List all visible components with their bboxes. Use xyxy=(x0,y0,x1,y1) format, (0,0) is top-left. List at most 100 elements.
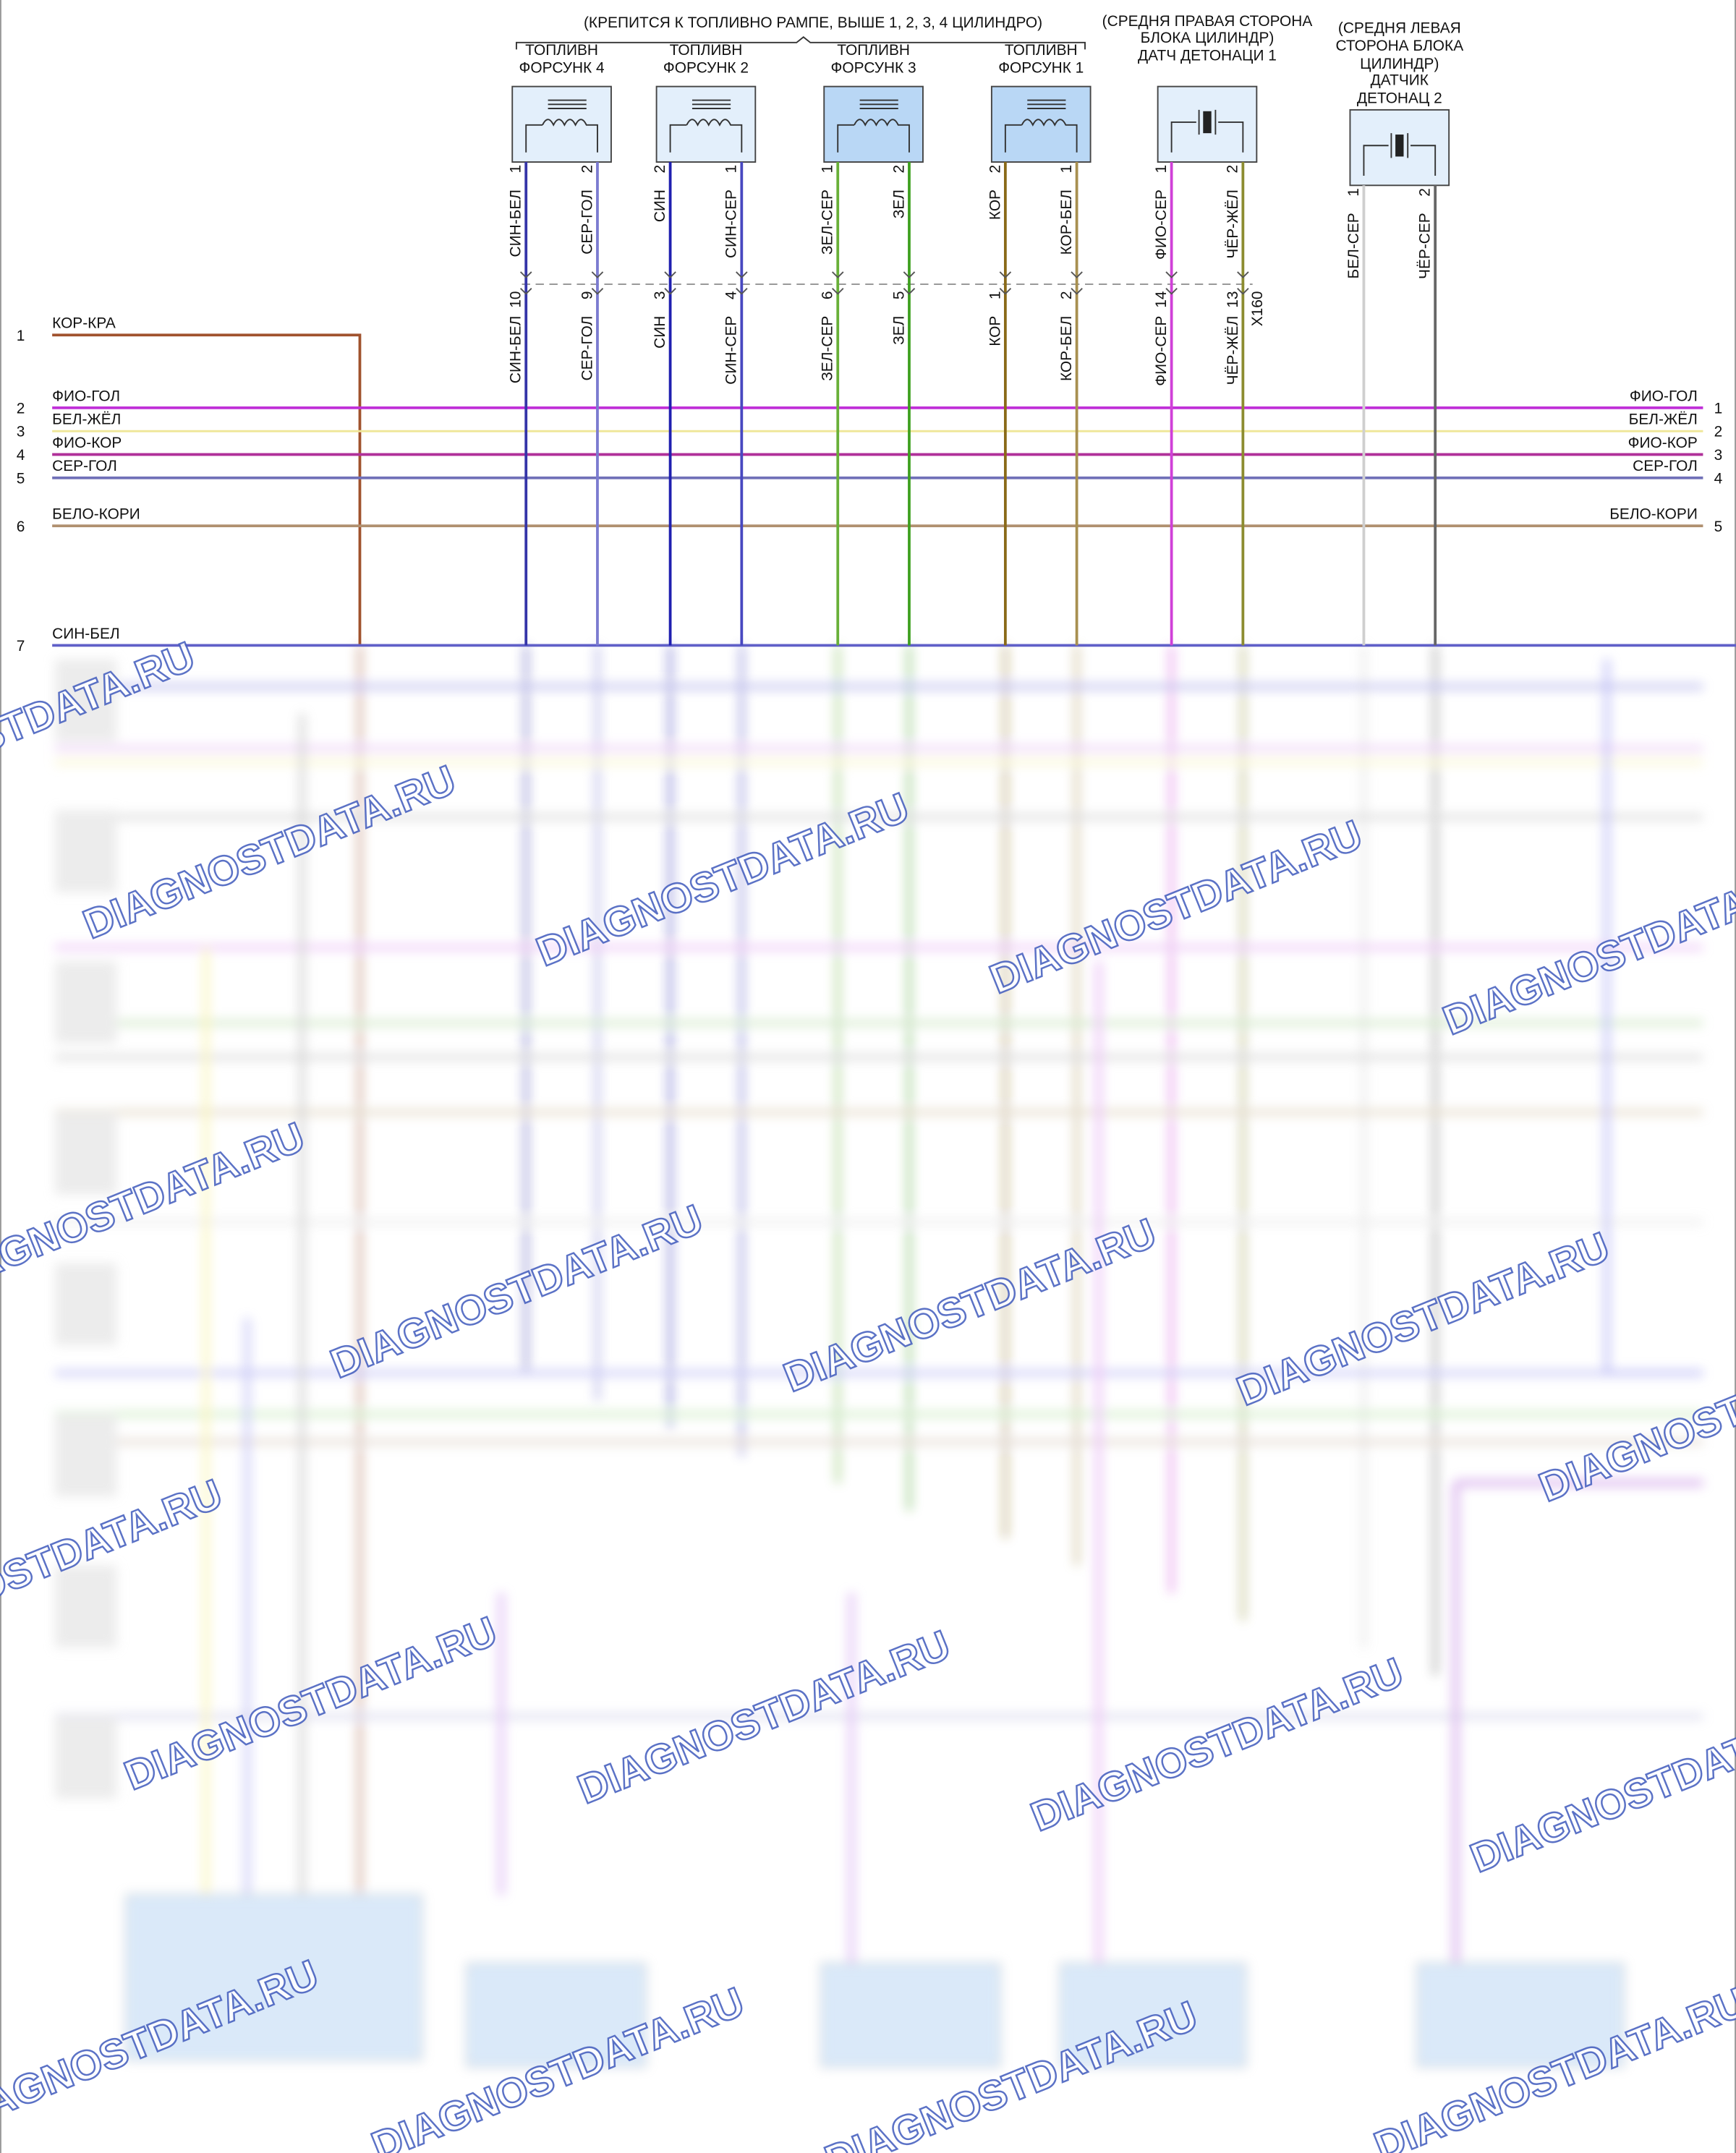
blur-box xyxy=(820,1963,1001,2068)
component-label: ТОПЛИВН xyxy=(837,42,910,59)
component-label: ФОРСУНК 1 xyxy=(998,60,1084,77)
connector-wire-label: ЗЕЛ-СЕР xyxy=(820,316,836,381)
pin-wire-label: СИН xyxy=(652,189,668,222)
connector-pin-number: 13 xyxy=(1225,291,1241,308)
knock-symbol xyxy=(1170,109,1244,153)
component-label: ТОПЛИВН xyxy=(670,42,743,59)
header-note: (КРЕПИТСЯ К ТОПЛИВНО РАМПЕ, ВЫШЕ 1, 2, 3… xyxy=(584,14,1042,31)
row-number-right: 5 xyxy=(1714,519,1723,535)
pin-wire-label: ФИО-СЕР xyxy=(1153,189,1170,260)
pin-number: 1 xyxy=(1058,165,1075,174)
row-number-right: 1 xyxy=(1714,400,1723,417)
row-number: 6 xyxy=(17,519,25,535)
row-wire-label: СИН-БЕЛ xyxy=(52,626,119,642)
watermark: DIAGNOSTDATA.RU xyxy=(1230,1224,1615,1415)
pin-number: 2 xyxy=(652,165,668,174)
pin-number: 2 xyxy=(1225,165,1241,174)
coil-symbol xyxy=(1004,99,1078,153)
blur-box xyxy=(466,1963,647,2068)
row-wire-label-right: ФИО-КОР xyxy=(1628,435,1698,451)
connector-pin-number: 14 xyxy=(1153,291,1170,308)
connector-chevron xyxy=(519,271,532,295)
connector-chevron xyxy=(664,271,676,295)
connector-wire-label: СИН-СЕР xyxy=(723,316,740,385)
blur-label xyxy=(54,810,117,893)
row-wire-label: КОР-КРА xyxy=(52,315,116,332)
connector-wire-label: ЗЕЛ xyxy=(890,316,907,345)
row-number: 4 xyxy=(17,447,25,464)
watermark: DIAGNOSTDATA.RU xyxy=(0,1114,311,1305)
row-number: 3 xyxy=(17,424,25,440)
row-number-right: 2 xyxy=(1714,424,1723,440)
blur-box xyxy=(1059,1963,1247,2068)
bracket xyxy=(515,36,1086,50)
component-label: (СРЕДНЯ ЛЕВАЯ xyxy=(1338,20,1461,37)
connector-chevron xyxy=(1237,271,1249,295)
blur-label xyxy=(54,1414,117,1497)
connector-wire-label: КОР xyxy=(987,316,1003,346)
watermark: DIAGNOSTDATA.RU xyxy=(77,756,461,948)
pin-number: 1 xyxy=(1345,188,1362,197)
component-label: ЦИЛИНДР) xyxy=(1360,56,1439,72)
row-wire-label-right: СЕР-ГОЛ xyxy=(1633,458,1698,474)
connector-pin-number: 2 xyxy=(1058,291,1075,300)
connector-chevron xyxy=(1071,271,1083,295)
blur-box xyxy=(1416,1963,1625,2068)
row-wire-label: ФИО-КОР xyxy=(52,435,122,451)
connector-pin-number: 3 xyxy=(652,291,668,300)
knock-crystal xyxy=(1203,111,1212,134)
pin-number: 2 xyxy=(890,165,907,174)
knock-crystal xyxy=(1395,135,1404,157)
pin-number: 2 xyxy=(579,165,595,174)
connector-chevron xyxy=(903,271,916,295)
row-wire-label: БЕЛО-КОРИ xyxy=(52,506,140,523)
coil-symbol xyxy=(837,99,910,153)
component-label: (СРЕДНЯ ПРАВАЯ СТОРОНА xyxy=(1102,13,1313,30)
pin-wire-label: СИН-СЕР xyxy=(723,189,740,258)
connector-wire-label: КОР-БЕЛ xyxy=(1058,316,1075,381)
pin-number: 1 xyxy=(508,165,524,174)
connector-pin-number: 6 xyxy=(820,291,836,300)
blur-label xyxy=(54,1565,117,1648)
pin-wire-label: ЗЕЛ xyxy=(890,189,907,218)
blur-label xyxy=(54,1716,117,1799)
connector-pin-number: 5 xyxy=(890,291,907,300)
connector-wire-label: СИН-БЕЛ xyxy=(508,316,524,383)
component-label: ФОРСУНК 3 xyxy=(831,60,916,77)
pin-number: 1 xyxy=(723,165,740,174)
blurred-area xyxy=(54,645,1703,2068)
pin-wire-label: ЧЁР-ЖЁЛ xyxy=(1225,189,1241,259)
row-number: 5 xyxy=(17,470,25,487)
connector-wire-label: СЕР-ГОЛ xyxy=(579,316,595,381)
connector-chevron xyxy=(999,271,1012,295)
component-label: ТОПЛИВН xyxy=(525,42,598,59)
pin-number: 2 xyxy=(987,165,1003,174)
watermark: DIAGNOSTDATA.RU xyxy=(984,811,1369,1003)
row-wire-label-right: БЕЛО-КОРИ xyxy=(1609,506,1698,523)
connector-name: X160 xyxy=(1249,291,1266,327)
connector-pin-number: 9 xyxy=(579,291,595,300)
component-label: ФОРСУНК 2 xyxy=(663,60,749,77)
row-wire-label: СЕР-ГОЛ xyxy=(52,458,117,474)
component-label: СТОРОНА БЛОКА xyxy=(1335,38,1463,54)
row-wire-label: ФИО-ГОЛ xyxy=(52,388,120,404)
connector-chevron xyxy=(831,271,844,295)
blur-label xyxy=(54,1263,117,1346)
component-label: БЛОКА ЦИЛИНДР) xyxy=(1141,30,1275,46)
component-label: ДЕТОНАЦ 2 xyxy=(1357,90,1442,106)
watermark: DIAGNOSTDATA.RU xyxy=(1025,1649,1410,1841)
row-number: 1 xyxy=(17,328,25,344)
connector-wire-label: ФИО-СЕР xyxy=(1153,316,1170,386)
pin-number: 1 xyxy=(820,165,836,174)
pin-number: 2 xyxy=(1417,188,1434,197)
row-number: 2 xyxy=(17,400,25,417)
connector-pin-number: 4 xyxy=(723,291,740,300)
wire xyxy=(52,333,362,646)
connector-wire-label: СИН xyxy=(652,316,668,349)
connector-pin-number: 10 xyxy=(508,291,524,308)
row-number: 7 xyxy=(17,638,25,655)
pin-wire-label: КОР xyxy=(987,189,1003,220)
